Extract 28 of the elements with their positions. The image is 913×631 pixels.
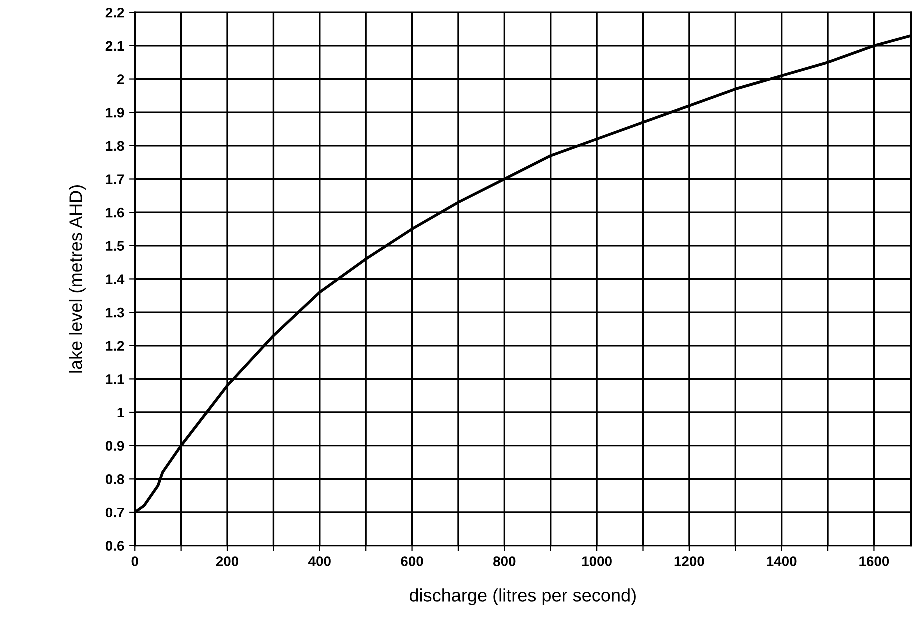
x-tick-label: 1200 bbox=[674, 556, 704, 566]
y-tick-label: 1.3 bbox=[106, 308, 124, 318]
y-axis-title: lake level (metres AHD) bbox=[69, 186, 86, 373]
y-tick-label: 2 bbox=[117, 74, 124, 84]
y-tick-label: 1.6 bbox=[106, 208, 124, 218]
x-tick-label: 1000 bbox=[582, 556, 612, 566]
y-tick-label: 0.6 bbox=[106, 541, 124, 551]
y-tick-label: 0.9 bbox=[106, 441, 124, 452]
x-tick-label: 800 bbox=[494, 556, 516, 566]
y-tick-label: 0.7 bbox=[106, 508, 124, 518]
y-tick-label: 1 bbox=[118, 408, 124, 418]
x-tick-label: 600 bbox=[401, 556, 424, 566]
x-tick-label: 1400 bbox=[767, 556, 797, 566]
x-tick-label: 400 bbox=[308, 556, 331, 566]
x-tick-label: 200 bbox=[216, 556, 239, 566]
y-tick-label: 2.1 bbox=[106, 41, 124, 51]
y-tick-label: 1.2 bbox=[106, 341, 124, 351]
y-tick-label: 2.2 bbox=[106, 8, 124, 18]
y-tick-label: 1.5 bbox=[106, 241, 124, 252]
y-tick-label: 1.8 bbox=[106, 141, 124, 152]
y-tick-label: 1.1 bbox=[106, 374, 124, 384]
y-tick-label: 1.9 bbox=[106, 108, 124, 118]
y-tick-label: 1.4 bbox=[106, 274, 125, 284]
x-axis-title: discharge (litres per second) bbox=[410, 588, 636, 606]
x-tick-label: 0 bbox=[132, 556, 138, 566]
y-tick-label: 1.7 bbox=[106, 174, 124, 184]
x-tick-label: 1600 bbox=[860, 556, 890, 566]
y-tick-label: 0.8 bbox=[106, 474, 124, 484]
